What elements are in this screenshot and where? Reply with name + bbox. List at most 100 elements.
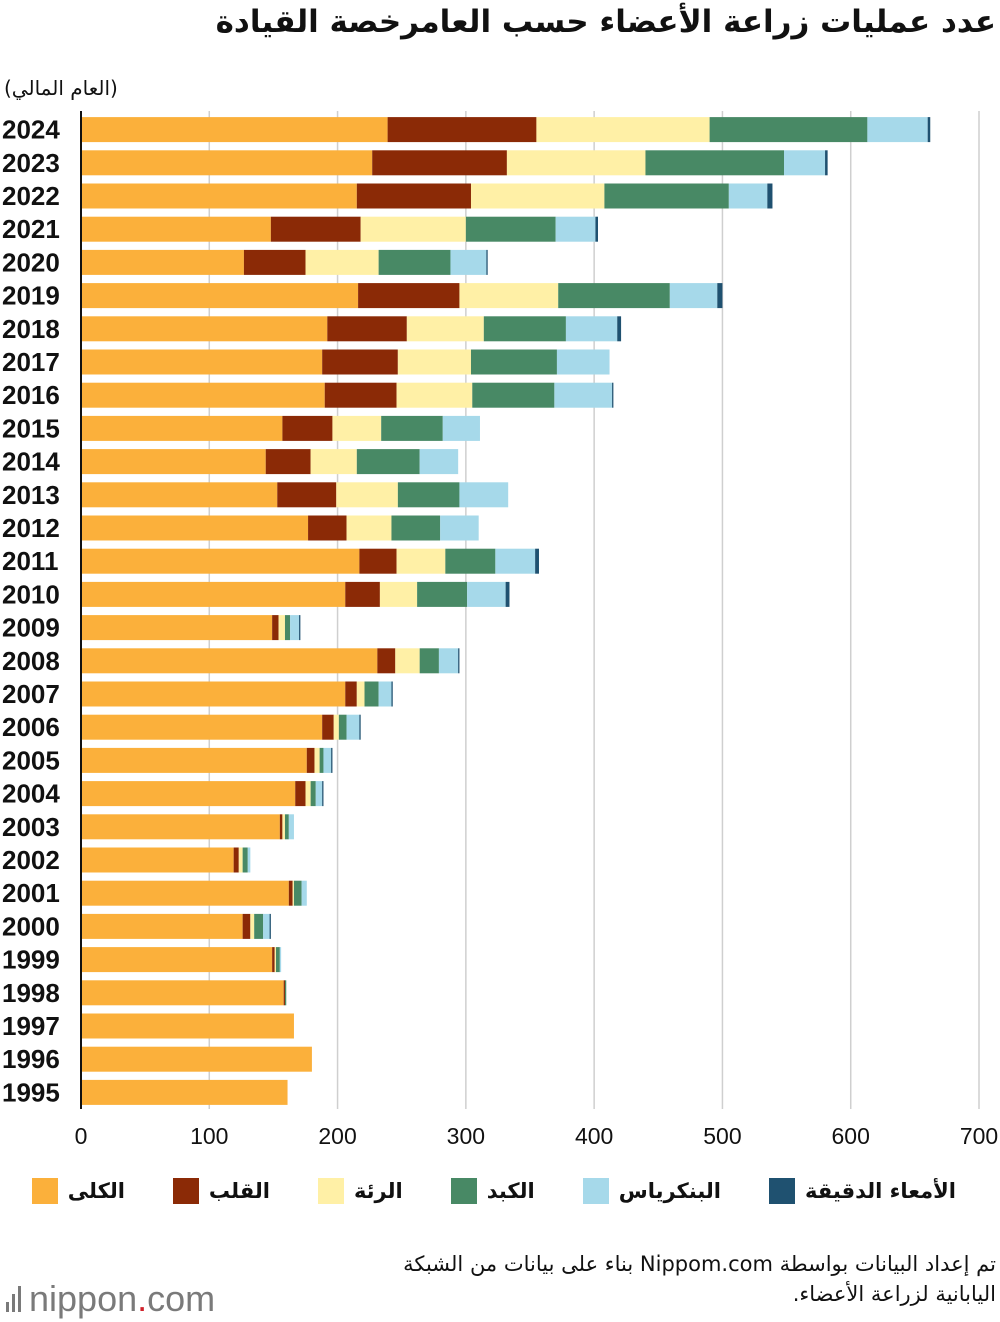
bar-2021-s3	[465, 216, 556, 242]
bar-2004-s0	[81, 781, 296, 807]
bar-2006-s3	[338, 714, 347, 740]
legend-label: الأمعاء الدقيقة	[804, 1179, 956, 1203]
nippon-logo: nippon.com	[6, 1278, 215, 1320]
bar-2007-s2	[356, 681, 365, 707]
bar-2004-s3	[310, 781, 316, 807]
bar-2020-s2	[305, 249, 379, 275]
bar-2017-s3	[470, 349, 557, 375]
legend-label: الكبد	[486, 1179, 535, 1203]
bar-2018-s5	[617, 316, 622, 342]
bar-2000-s1	[242, 913, 251, 939]
bar-2022-s1	[356, 183, 471, 209]
bar-2021-s5	[595, 216, 598, 242]
bar-2021-s0	[81, 216, 271, 242]
bar-2014-s1	[265, 449, 311, 475]
x-tick-label: 600	[832, 1123, 870, 1149]
bar-1998-s0	[81, 980, 284, 1006]
bar-2005-s4	[323, 747, 332, 773]
bar-2019-s1	[358, 283, 460, 309]
bar-2005-s3	[319, 747, 324, 773]
bar-2008-s4	[438, 648, 459, 674]
bar-2023-s5	[825, 150, 828, 176]
y-tick-label: 2007	[2, 679, 60, 709]
bar-2024-s4	[867, 117, 928, 143]
bar-2013-s2	[336, 482, 398, 508]
bar-2013-s0	[81, 482, 278, 508]
bar-2005-s0	[81, 747, 307, 773]
bars	[81, 117, 931, 1105]
legend-label: الكلى	[67, 1179, 125, 1203]
bar-2024-s1	[387, 117, 537, 143]
fiscal-year-label: (العام المالي)	[4, 76, 118, 100]
legend: الكلى القلب الرئة الكبد البنكرياس الأمعاء الد…	[31, 1178, 956, 1204]
y-tick-label: 2014	[2, 447, 60, 477]
bar-2016-s3	[472, 382, 555, 408]
bar-2005-s5	[331, 747, 333, 773]
bar-2023-s3	[645, 150, 785, 176]
bar-2009-s3	[284, 615, 291, 641]
bar-2015-s0	[81, 415, 283, 441]
y-tick-label: 1995	[2, 1077, 60, 1107]
legend-item: الرئة	[317, 1178, 403, 1204]
bar-2008-s1	[377, 648, 396, 674]
bar-2010-s5	[505, 581, 510, 607]
y-tick-label: 2024	[2, 115, 60, 145]
legend-swatch	[768, 1178, 795, 1204]
bar-2015-s2	[332, 415, 382, 441]
bar-2008-s5	[458, 648, 460, 674]
bar-2003-s4	[288, 814, 294, 840]
bar-2003-s3	[284, 814, 289, 840]
bar-2012-s3	[391, 515, 441, 541]
bar-2009-s4	[290, 615, 300, 641]
bar-2021-s1	[270, 216, 361, 242]
bar-2009-s1	[272, 615, 279, 641]
legend-item: البنكرياس	[582, 1178, 721, 1204]
bar-2019-s0	[81, 283, 359, 309]
bar-2017-s1	[322, 349, 398, 375]
y-tick-label: 2022	[2, 181, 60, 211]
bar-2008-s3	[419, 648, 439, 674]
legend-item: الكبد	[450, 1178, 535, 1204]
bar-2005-s1	[306, 747, 315, 773]
bar-2003-s2	[282, 814, 285, 840]
bar-2010-s0	[81, 581, 346, 607]
bar-2007-s4	[378, 681, 392, 707]
bar-2024-s5	[927, 117, 931, 143]
legend-item: القلب	[172, 1178, 270, 1204]
y-tick-label: 2013	[2, 480, 60, 510]
source-line-2: اليابانية لزراعة الأعضاء.	[792, 1282, 996, 1306]
legend-swatch	[582, 1178, 609, 1204]
bar-2022-s3	[604, 183, 729, 209]
bar-2002-s1	[233, 847, 239, 873]
y-tick-label: 2003	[2, 812, 60, 842]
legend-label: القلب	[208, 1179, 270, 1203]
bar-2004-s1	[295, 781, 306, 807]
legend-item: الأمعاء الدقيقة	[768, 1178, 956, 1204]
bar-2014-s2	[310, 449, 357, 475]
bar-2022-s4	[728, 183, 768, 209]
bar-2019-s5	[717, 283, 723, 309]
bar-2011-s1	[359, 548, 397, 574]
x-tick-label: 300	[447, 1123, 485, 1149]
x-tick-label: 0	[75, 1123, 88, 1149]
bar-2003-s1	[279, 814, 283, 840]
bar-1995-s0	[81, 1079, 288, 1105]
legend-swatch	[317, 1178, 344, 1204]
bar-2000-s4	[263, 913, 270, 939]
x-tick-label: 700	[960, 1123, 998, 1149]
bar-2015-s1	[282, 415, 333, 441]
x-tick-label: 100	[190, 1123, 228, 1149]
bar-2011-s0	[81, 548, 360, 574]
y-tick-label: 1996	[2, 1044, 60, 1074]
y-tick-label: 2016	[2, 380, 60, 410]
bar-2018-s3	[483, 316, 566, 342]
bar-2009-s0	[81, 615, 273, 641]
bar-2007-s1	[345, 681, 357, 707]
bar-2021-s4	[555, 216, 596, 242]
source-note: تم إعداد البيانات بواسطة Nippom.com بناء…	[296, 1252, 996, 1312]
bar-2006-s1	[322, 714, 334, 740]
bar-2006-s4	[346, 714, 360, 740]
bar-2001-s2	[292, 880, 294, 906]
labels: 0 100 200 300 400 500 600 700202420232022202120…	[2, 115, 998, 1149]
y-tick-label: 2018	[2, 314, 60, 344]
